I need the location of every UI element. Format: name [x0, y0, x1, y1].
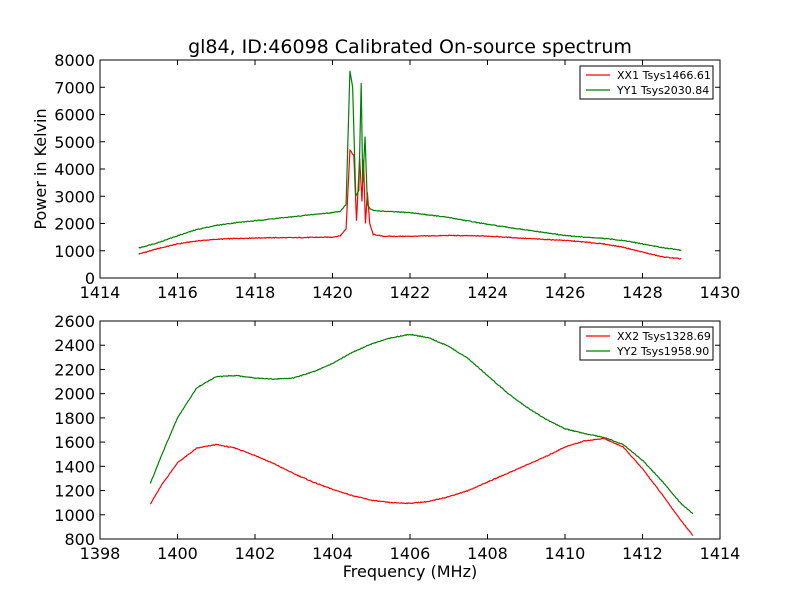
y-tick-label: 1800: [54, 409, 95, 428]
x-tick-label: 1398: [80, 544, 121, 563]
y-tick-label: 7000: [54, 78, 95, 97]
x-tick-label: 1416: [157, 283, 198, 302]
x-tick-label: 1424: [467, 283, 508, 302]
series-line: [149, 437, 694, 537]
y-tick-label: 1600: [54, 433, 95, 452]
y-tick-label: 1400: [54, 457, 95, 476]
x-tick-label: 1402: [235, 544, 276, 563]
series-line: [138, 70, 682, 252]
y-tick-label: 2200: [54, 360, 95, 379]
y-tick-label: 8000: [54, 51, 95, 70]
y-tick-label: 2400: [54, 336, 95, 355]
series-line: [149, 333, 694, 515]
y-tick-label: 2000: [54, 215, 95, 234]
chart-title: gl84, ID:46098 Calibrated On-source spec…: [188, 36, 632, 58]
x-tick-label: 1422: [390, 283, 431, 302]
top-panel: 1414 1416 1418 1420 1422 1424 1426 1428 1430 0 100…: [31, 36, 740, 302]
x-tick-label: 1408: [467, 544, 508, 563]
y-axis-label: Power in Kelvin: [31, 108, 50, 229]
x-tick-label: 1420: [312, 283, 353, 302]
x-tick-label: 1426: [545, 283, 586, 302]
bottom-panel: 1398 1400 1402 1404 1406 1408 1410 1412 1414 800 1…: [54, 312, 740, 581]
x-tick-label: 1400: [157, 544, 198, 563]
y-tick-label: 1200: [54, 482, 95, 501]
y-tick-label: 2000: [54, 385, 95, 404]
x-tick-label: 1404: [312, 544, 353, 563]
legend-label: YY1 Tsys2030.84: [616, 84, 709, 97]
y-tick-label: 6000: [54, 106, 95, 125]
legend-label: YY2 Tsys1958.90: [616, 345, 709, 358]
legend-box: [579, 326, 714, 361]
y-tick-label: 4000: [54, 160, 95, 179]
y-tick-label: 5000: [54, 133, 95, 152]
y-tick-label: 1000: [54, 242, 95, 261]
x-tick-label: 1412: [622, 544, 663, 563]
x-tick-label: 1414: [700, 544, 741, 563]
x-tick-label: 1430: [700, 283, 741, 302]
legend-label: XX2 Tsys1328.69: [617, 330, 711, 343]
y-tick-label: 800: [64, 530, 95, 549]
y-tick-label: 3000: [54, 187, 95, 206]
legend-box: [579, 65, 714, 100]
y-tick-label: 0: [85, 269, 95, 288]
series-line: [138, 148, 682, 260]
x-tick-label: 1418: [235, 283, 276, 302]
legend-label: XX1 Tsys1466.61: [617, 69, 711, 82]
x-tick-label: 1410: [545, 544, 586, 563]
y-tick-label: 1000: [54, 506, 95, 525]
y-tick-label: 2600: [54, 312, 95, 331]
x-axis-label: Frequency (MHz): [343, 562, 477, 581]
x-tick-label: 1428: [622, 283, 663, 302]
x-tick-label: 1406: [390, 544, 431, 563]
x-tick-label: 1414: [80, 283, 121, 302]
